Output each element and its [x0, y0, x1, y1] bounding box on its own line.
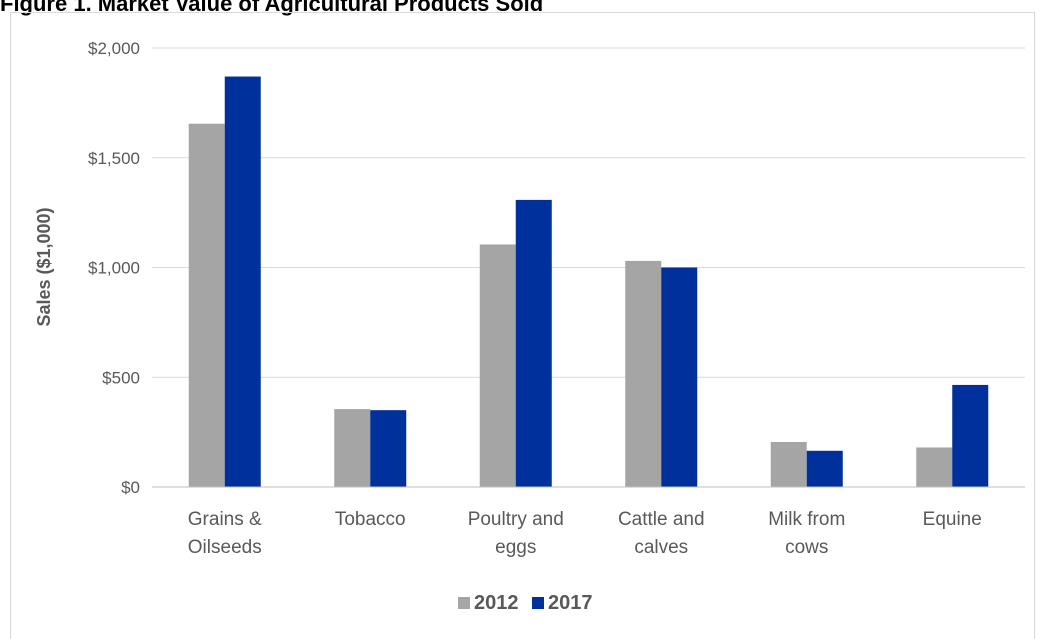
- legend-swatch-2017: [532, 597, 544, 609]
- x-tick-label: Poultry and: [468, 509, 564, 530]
- bar-2012-4: [770, 442, 807, 487]
- legend-swatch-2012: [458, 597, 470, 609]
- gridlines: [152, 47, 1025, 378]
- legend: 2012 2017: [458, 592, 593, 614]
- x-tick-label: Tobacco: [335, 509, 406, 530]
- x-tick-label: cows: [785, 537, 828, 558]
- bar-2017-5: [952, 384, 989, 487]
- x-tick-label: Grains &: [188, 509, 262, 530]
- bar-2017-4: [806, 450, 843, 487]
- x-tick-label: eggs: [495, 537, 536, 558]
- x-tick-label: Equine: [923, 509, 982, 530]
- x-tick-label: Oilseeds: [188, 537, 262, 558]
- bar-2012-2: [479, 244, 516, 487]
- chart-frame: [10, 12, 1035, 639]
- bar-2012-1: [334, 409, 371, 487]
- y-tick-label: $1,500: [88, 149, 140, 168]
- bar-2017-1: [370, 410, 407, 487]
- x-tick-label: Milk from: [768, 509, 845, 530]
- x-tick-label: calves: [634, 537, 688, 558]
- bar-2012-0: [188, 123, 225, 487]
- legend-label-2012: 2012: [474, 592, 519, 614]
- y-axis-title: Sales ($1,000): [34, 207, 54, 326]
- bar-2017-2: [515, 199, 552, 488]
- bar-2012-5: [916, 447, 953, 487]
- x-tick-label: Cattle and: [618, 509, 705, 530]
- y-tick-label: $2,000: [88, 39, 140, 58]
- legend-label-2017: 2017: [548, 592, 593, 614]
- bars: [188, 76, 989, 488]
- y-tick-label: $0: [121, 478, 140, 497]
- y-tick-label: $1,000: [88, 259, 140, 278]
- axes: $0 $500 $1,000 $1,500 $2,000 Sales ($1,000) Gr…: [34, 39, 1025, 558]
- bar-2012-3: [625, 260, 662, 487]
- bar-2017-0: [224, 76, 261, 487]
- bar-2017-3: [661, 267, 698, 487]
- y-tick-label: $500: [102, 368, 140, 387]
